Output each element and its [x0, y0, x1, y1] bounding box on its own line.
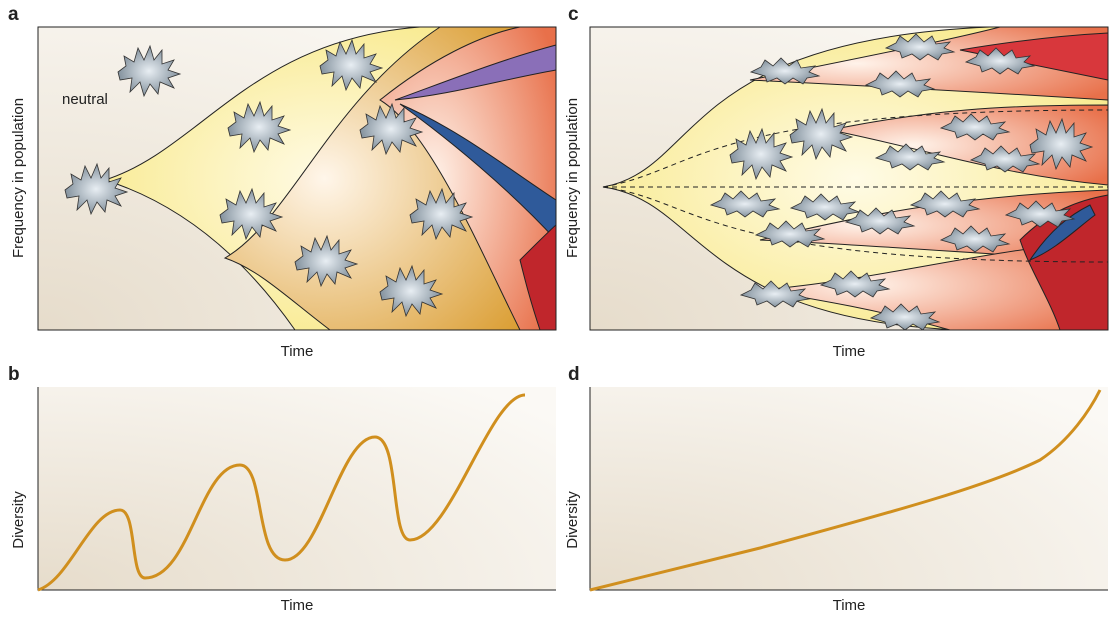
diversity-curve: [589, 389, 1102, 592]
y-axis-label: Diversity: [564, 491, 581, 549]
diversity-curve: [37, 393, 526, 592]
x-axis-label: Time: [281, 343, 314, 360]
clone-area: [394, 44, 557, 101]
x-axis-label: Time: [281, 597, 314, 614]
panel-label: d: [568, 364, 580, 385]
panel-area: [590, 387, 1108, 590]
panel-area: [38, 387, 556, 590]
panel-a: neutral a Time Frequency in population: [8, 4, 557, 360]
panel-label: b: [8, 364, 20, 385]
panel-d: d Time Diversity: [564, 364, 1108, 614]
panel-b: b Time Diversity: [8, 364, 556, 614]
clone-area: [379, 26, 557, 331]
panel-c: c Time Frequency in population: [564, 4, 1109, 360]
x-axis-label: Time: [833, 343, 866, 360]
y-axis-label: Frequency in population: [10, 98, 27, 258]
panel-label: a: [8, 4, 19, 25]
y-axis-label: Diversity: [10, 491, 27, 549]
annotation: neutral: [62, 91, 108, 108]
clone-area: [1028, 204, 1096, 262]
panel-label: c: [568, 4, 579, 25]
dashed-lines: [602, 109, 1109, 263]
y-axis-label: Frequency in population: [564, 98, 581, 258]
clone-area: [519, 223, 557, 331]
x-axis-label: Time: [833, 597, 866, 614]
